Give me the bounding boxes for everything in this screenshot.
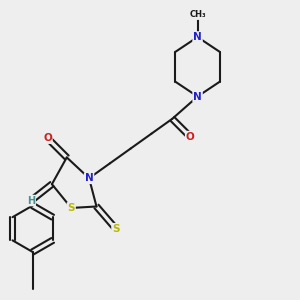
Text: S: S [112, 224, 120, 234]
Text: S: S [68, 203, 75, 213]
Text: N: N [193, 32, 202, 42]
Text: O: O [43, 133, 52, 143]
Text: H: H [27, 196, 35, 206]
Text: CH₃: CH₃ [189, 10, 206, 19]
Text: N: N [193, 92, 202, 101]
Text: N: N [85, 173, 93, 183]
Text: O: O [186, 132, 194, 142]
